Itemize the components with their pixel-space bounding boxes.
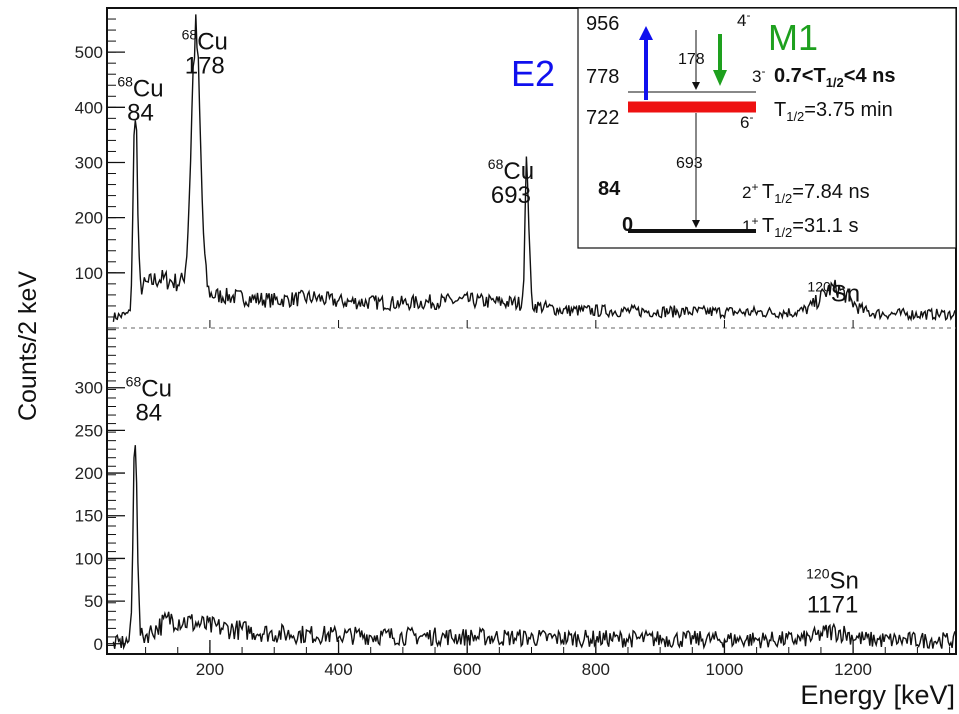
halflife-84: T1/2=7.84 ns <box>762 181 870 206</box>
y-tick-label: 500 <box>75 43 103 62</box>
transition-178-energy: 178 <box>678 51 705 68</box>
m1-label: M1 <box>768 17 818 58</box>
svg-text:68Cu: 68Cu <box>117 73 163 102</box>
y-tick-label: 100 <box>75 264 103 283</box>
spectrum-top <box>112 14 957 322</box>
svg-text:68Cu: 68Cu <box>126 373 172 402</box>
y-tick-label: 200 <box>75 464 103 483</box>
svg-text:84: 84 <box>135 399 162 426</box>
svg-text:84: 84 <box>127 99 154 126</box>
y-tick-label: 300 <box>75 153 103 172</box>
e2-label: E2 <box>511 53 555 94</box>
level-energy-956: 956 <box>586 13 619 35</box>
svg-text:693: 693 <box>491 182 531 209</box>
y-tick-label: 150 <box>75 507 103 526</box>
x-tick-label: 1200 <box>834 660 872 679</box>
spectrum-traces <box>112 14 957 651</box>
m1-arrow-head <box>713 70 727 86</box>
annotation-sn-top: 120Sn <box>807 279 860 308</box>
level-energy-778: 778 <box>586 66 619 88</box>
halflife-722: T1/2=3.75 min <box>774 99 893 124</box>
level-energy-722: 722 <box>586 107 619 129</box>
halflife-778: 0.7<T1/2<4 ns <box>774 65 895 90</box>
x-tick-label: 400 <box>324 660 352 679</box>
level-energy-0: 0 <box>622 214 633 236</box>
svg-text:1171: 1171 <box>807 591 859 618</box>
y-tick-label: 50 <box>84 592 103 611</box>
level-energy-84: 84 <box>598 178 621 200</box>
y-tick-label: 400 <box>75 98 103 117</box>
svg-text:120Sn: 120Sn <box>807 279 860 308</box>
halflife-0: T1/2=31.1 s <box>762 215 858 240</box>
y-tick-label: 250 <box>75 421 103 440</box>
x-axis-label: Energy [keV] <box>800 680 955 710</box>
spectrum-bottom <box>112 445 957 651</box>
level-spin-778: 3- <box>752 64 765 86</box>
svg-text:178: 178 <box>185 52 225 79</box>
x-tick-label: 800 <box>582 660 610 679</box>
transition-693-arrowhead <box>692 220 700 228</box>
inset-frame <box>577 7 957 249</box>
axis-ticks: 200 400 600 800 1000 120010020030040050005010… <box>75 7 951 679</box>
y-tick-label: 0 <box>94 635 103 654</box>
x-tick-label: 200 <box>196 660 224 679</box>
svg-text:120Sn: 120Sn <box>806 565 859 594</box>
x-tick-label: 600 <box>453 660 481 679</box>
level-spin-84: 2+ <box>742 180 758 202</box>
e2-arrow-head <box>639 26 653 40</box>
level-spin-722: 6- <box>740 110 753 132</box>
transition-693-energy: 693 <box>676 155 703 172</box>
x-tick-label: 1000 <box>706 660 744 679</box>
level-scheme-inset: E2 M1 178 693 956 778 722 84 0 4- 3- 6- … <box>511 7 957 249</box>
svg-text:68Cu: 68Cu <box>182 26 228 55</box>
y-tick-label: 200 <box>75 209 103 228</box>
y-tick-label: 300 <box>75 379 103 398</box>
y-tick-label: 100 <box>75 549 103 568</box>
level-spin-0: 1+ <box>742 214 758 236</box>
level-spin-956: 4- <box>737 8 750 30</box>
y-axis-label: Counts/2 keV <box>14 271 42 421</box>
transition-178-arrowhead <box>692 82 700 90</box>
svg-text:68Cu: 68Cu <box>488 156 534 185</box>
